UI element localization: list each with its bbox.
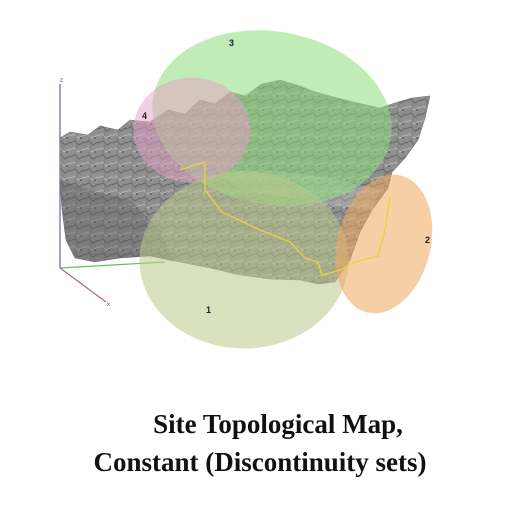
set-labels: 3 4 1 2	[142, 38, 430, 315]
z-axis-label: z	[60, 78, 63, 84]
discontinuity-set-2	[335, 174, 433, 314]
set-label-1: 1	[206, 305, 211, 315]
set-label-3: 3	[229, 38, 234, 48]
discontinuity-set-1	[139, 171, 349, 349]
set-label-4: 4	[142, 111, 147, 121]
set-label-2: 2	[425, 235, 430, 245]
discontinuity-set-4	[133, 77, 251, 183]
discontinuity-sets	[133, 30, 433, 349]
discontinuity-boundary-line	[179, 161, 391, 276]
caption-subtitle: Constant (Discontinuity sets)	[93, 447, 427, 477]
x-axis-label: x	[107, 302, 110, 308]
caption-title: Site Topological Map,	[153, 409, 403, 439]
x-axis	[59, 267, 107, 303]
